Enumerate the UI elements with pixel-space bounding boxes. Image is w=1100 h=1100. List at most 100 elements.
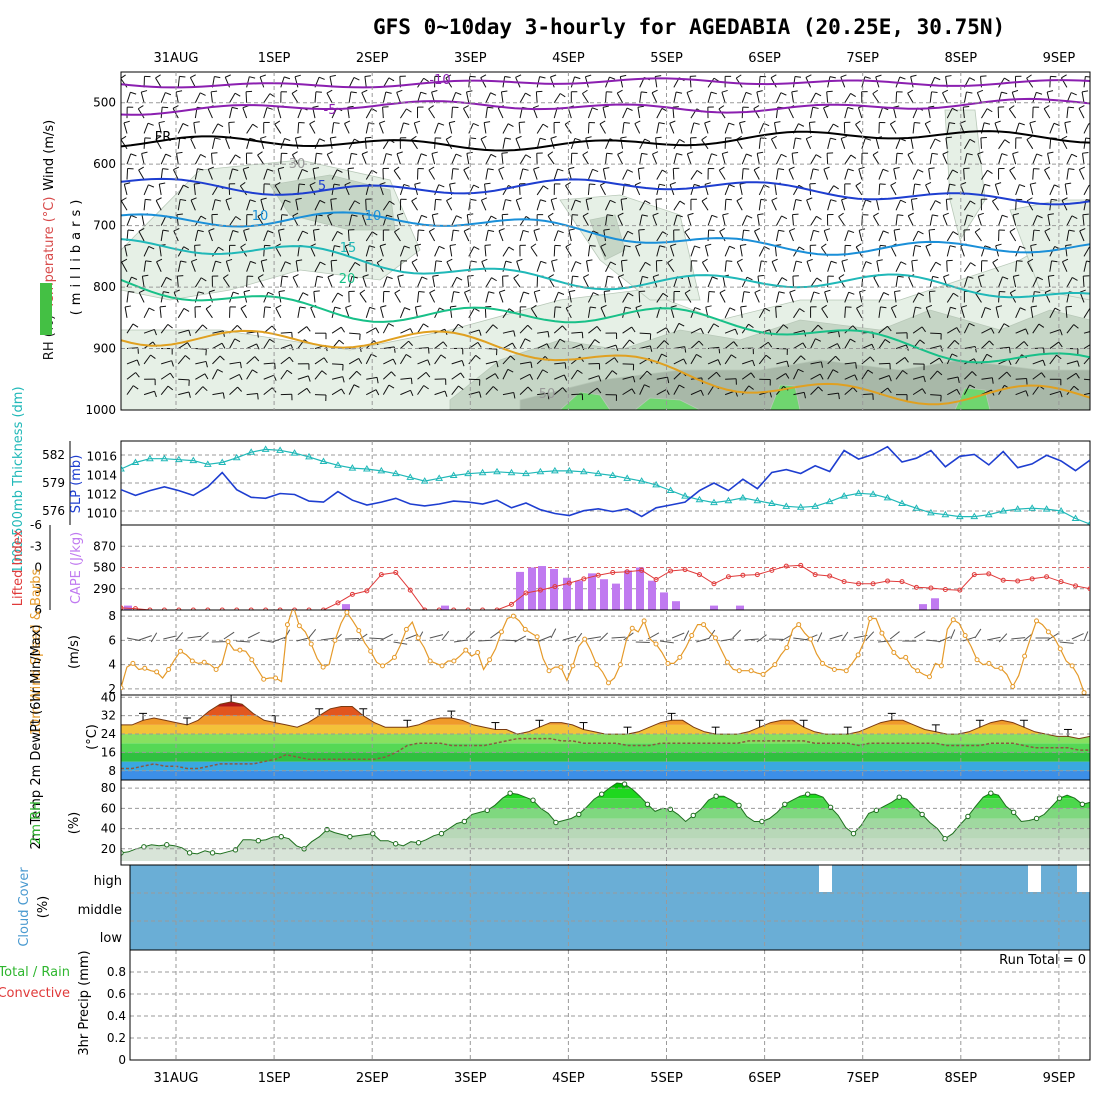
rh-marker bbox=[896, 794, 902, 800]
panel-frame bbox=[120, 71, 1091, 411]
wind-barb bbox=[399, 307, 406, 319]
lifted-marker bbox=[798, 562, 804, 568]
cape-bar bbox=[563, 577, 571, 610]
wind-barb bbox=[1049, 329, 1061, 334]
wind-barb-flag bbox=[833, 185, 839, 190]
wind-barb-flag bbox=[967, 276, 974, 279]
wind-barb-flag bbox=[717, 359, 721, 366]
wind-barb bbox=[536, 369, 544, 380]
wind-barb-flag bbox=[952, 169, 959, 174]
wind-barb bbox=[417, 323, 424, 334]
wind-barb bbox=[246, 392, 258, 396]
thickness-marker bbox=[121, 465, 125, 472]
contour-label: 50 bbox=[539, 387, 556, 402]
wind-barb bbox=[159, 245, 162, 257]
thickness-marker bbox=[420, 477, 429, 484]
wind-barb bbox=[635, 641, 650, 644]
wind-barb-flag bbox=[271, 325, 277, 331]
wind-marker bbox=[249, 657, 255, 663]
wind-barb-flag bbox=[431, 90, 438, 93]
wind-barb-flag bbox=[133, 385, 139, 390]
wind-barb-flag bbox=[460, 372, 465, 379]
lifted-marker bbox=[1044, 574, 1050, 580]
y-tick-label: 0.8 bbox=[107, 965, 126, 979]
wind-marker bbox=[1033, 618, 1039, 624]
wind-barb bbox=[519, 216, 527, 226]
cloud-gap bbox=[1077, 865, 1090, 892]
wind-barb bbox=[176, 214, 179, 226]
wind-barb bbox=[513, 277, 521, 288]
wind-barb-flag bbox=[722, 151, 729, 155]
y-axis-label-right: CAPE (J/kg) bbox=[69, 532, 84, 604]
wind-barb bbox=[502, 246, 510, 257]
wind-barb-flag bbox=[854, 374, 858, 381]
wind-barb-flag bbox=[746, 276, 753, 281]
wind-barb bbox=[1026, 139, 1034, 150]
wind-barb-flag bbox=[969, 200, 976, 205]
wind-barb-flag bbox=[603, 228, 610, 231]
x-tick-label-top: 2SEP bbox=[356, 51, 389, 66]
temp-band bbox=[121, 752, 1090, 762]
y-axis-label-left: 1000-500mb Thickness (dm) bbox=[11, 386, 26, 573]
wind-barb-flag bbox=[641, 214, 648, 217]
wind-barb bbox=[758, 184, 765, 196]
wind-barb bbox=[1066, 168, 1069, 180]
wind-barb-flag bbox=[924, 120, 931, 125]
wind-barb bbox=[570, 199, 576, 211]
wind-barb-flag bbox=[411, 135, 417, 141]
wind-barb-flag bbox=[388, 323, 395, 327]
wind-barb bbox=[381, 633, 393, 641]
wind-barb bbox=[177, 355, 186, 365]
wind-barb bbox=[707, 371, 717, 380]
wind-barb-flag bbox=[614, 357, 619, 363]
wind-barb bbox=[588, 326, 598, 334]
wind-barb-flag bbox=[235, 216, 241, 221]
wind-barb bbox=[468, 123, 474, 134]
wind-barb bbox=[637, 168, 641, 180]
wind-marker bbox=[177, 648, 183, 654]
wind-barb bbox=[263, 387, 273, 396]
wind-barb bbox=[732, 629, 742, 639]
cape-bar bbox=[600, 579, 608, 610]
wind-barb-flag bbox=[897, 275, 904, 278]
wind-barb bbox=[365, 307, 371, 318]
wind-barb-flag bbox=[850, 92, 856, 98]
wind-barb-flag bbox=[653, 274, 660, 278]
wind-barb bbox=[348, 200, 356, 211]
wind-barb bbox=[611, 636, 626, 639]
wind-barb-flag bbox=[310, 243, 316, 247]
wind-barb bbox=[707, 276, 713, 288]
wind-barb-flag bbox=[337, 292, 344, 297]
wind-barb-flag bbox=[531, 304, 537, 309]
wind-barb bbox=[516, 261, 521, 272]
wind-barb-flag bbox=[1065, 182, 1072, 185]
wind-barb-flag bbox=[420, 91, 427, 95]
wind-barb bbox=[1032, 276, 1038, 288]
y-tick-label-left: -3 bbox=[30, 539, 42, 553]
wind-barb-flag bbox=[592, 107, 598, 111]
y-tick-label-left: 0 bbox=[34, 561, 42, 575]
wind-barb bbox=[137, 108, 145, 119]
wind-barb bbox=[673, 153, 678, 165]
wind-barb-flag bbox=[729, 245, 736, 250]
wind-barb-flag bbox=[590, 306, 597, 309]
thickness-marker bbox=[189, 456, 198, 464]
wind-barb-flag bbox=[621, 259, 628, 262]
y-tick-label-left: 582 bbox=[42, 448, 65, 462]
wind-barb-flag bbox=[1068, 168, 1075, 170]
wind-barb bbox=[361, 92, 367, 103]
wind-barb bbox=[844, 154, 852, 165]
wind-barb-flag bbox=[525, 154, 532, 159]
cape-bar bbox=[624, 570, 632, 610]
wind-barb bbox=[365, 122, 370, 134]
cape-bar bbox=[588, 573, 596, 610]
thickness-marker bbox=[391, 469, 400, 477]
wind-barb bbox=[792, 214, 794, 226]
wind-barb bbox=[878, 325, 888, 334]
wind-barb bbox=[638, 291, 641, 303]
thickness-marker bbox=[724, 496, 733, 504]
wind-barb bbox=[228, 122, 231, 134]
wind-barb bbox=[602, 168, 606, 180]
wind-barb-flag bbox=[375, 389, 380, 396]
wind-barb-flag bbox=[855, 243, 862, 248]
